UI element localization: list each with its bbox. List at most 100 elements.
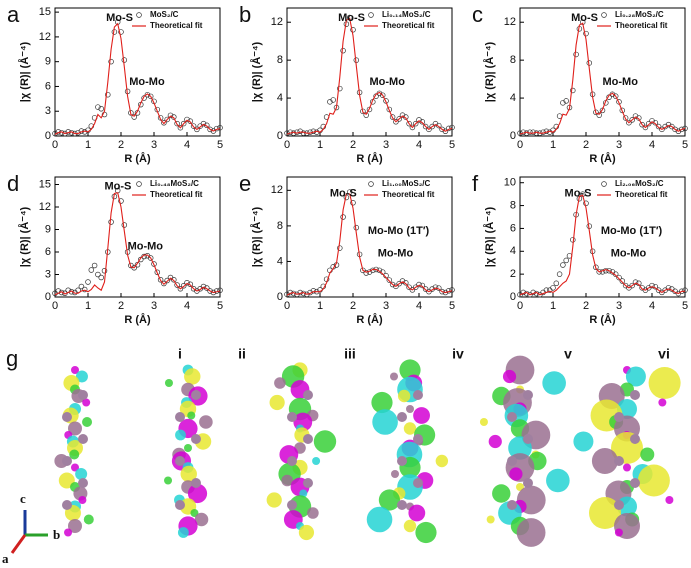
x-tick-label: 3 (151, 300, 157, 312)
mo-atom (287, 412, 297, 422)
data-point (449, 124, 455, 131)
data-point (616, 274, 622, 281)
mo-atom (287, 456, 297, 466)
x-tick-label: 3 (383, 139, 389, 151)
x-tick-label: 5 (682, 300, 688, 312)
x-tick-label: 2 (350, 300, 356, 312)
y-tick-label: 0 (45, 291, 51, 303)
data-point (327, 99, 333, 105)
plot-frame (54, 7, 221, 137)
annotation: Mo-S (571, 12, 598, 24)
isosurface-blob (614, 528, 623, 537)
data-point (360, 108, 366, 115)
mo-atom (397, 412, 407, 422)
isosurface-blob (415, 521, 437, 544)
data-point (91, 262, 98, 269)
data-point (95, 271, 101, 278)
data-point (672, 126, 678, 133)
isosurface-blob (591, 448, 618, 474)
mo-atom (523, 478, 533, 488)
fit-line (519, 22, 686, 135)
isosurface-blob (312, 457, 321, 465)
panel-label: d (7, 171, 19, 196)
panel-label: g (6, 346, 18, 371)
mo-atom (62, 456, 72, 466)
panel-label: b (239, 2, 251, 27)
x-tick-label: 3 (616, 300, 622, 312)
data-point (422, 286, 429, 292)
data-point (675, 128, 682, 135)
x-tick-label: 1 (550, 300, 556, 312)
x-tick-label: 0 (52, 139, 58, 151)
x-tick-label: 2 (118, 139, 124, 151)
y-tick-label: 12 (504, 16, 516, 28)
data-point (161, 280, 167, 287)
isosurface-blob (187, 483, 208, 504)
mo-atom (614, 412, 624, 422)
data-point (649, 282, 655, 289)
data-point (118, 198, 124, 204)
mo-atom (191, 434, 201, 444)
legend-label: MoS₂/C (150, 10, 179, 19)
data-point (161, 120, 167, 126)
data-point (649, 118, 655, 124)
x-tick-label: 2 (118, 300, 124, 312)
isosurface-blob (281, 474, 293, 487)
isosurface-blob (486, 515, 495, 524)
x-tick-label: 1 (550, 139, 556, 151)
data-point (429, 123, 435, 130)
isosurface-blob (397, 389, 411, 403)
data-point (363, 112, 369, 118)
isosurface-blob (313, 430, 337, 453)
data-point (426, 126, 432, 133)
y-axis-label: |χ (R)| (Å⁻⁴) (18, 206, 31, 267)
annotation: Mo-Mo (1T′) (601, 225, 663, 237)
data-point (412, 120, 419, 127)
y-tick-label: 4 (510, 245, 516, 257)
mo-atom (191, 390, 201, 400)
mo-atom (175, 500, 185, 510)
axis-name: c (20, 491, 26, 506)
isosurface-blob (589, 497, 622, 529)
data-point (412, 284, 419, 290)
data-point (81, 286, 88, 293)
data-point (337, 85, 343, 92)
data-point (612, 93, 619, 99)
isosurface-blob (573, 431, 594, 452)
data-point (85, 279, 91, 285)
axis-a (10, 534, 27, 554)
y-tick-label: 8 (510, 54, 516, 66)
y-tick-label: 0 (45, 130, 51, 142)
isosurface-blob (269, 394, 285, 411)
mo-atom (78, 434, 88, 444)
data-point (426, 288, 432, 295)
mo-atom (614, 500, 624, 510)
y-axis-label: |χ (R)| (Å⁻⁴) (250, 206, 263, 267)
isosurface-blob (542, 371, 566, 395)
mo-atom (413, 434, 423, 444)
isosurface-blob (274, 377, 286, 389)
isosurface-blob (516, 518, 546, 547)
data-point (409, 124, 416, 131)
data-point (619, 278, 626, 284)
data-point (406, 120, 412, 127)
data-point (297, 128, 303, 135)
legend-label: Theoretical fit (615, 21, 668, 30)
data-point (632, 279, 639, 285)
isosurface-blob (83, 514, 94, 525)
isosurface-blob (502, 369, 517, 384)
mo-atom (78, 390, 88, 400)
data-point (629, 117, 635, 123)
data-point (171, 277, 177, 283)
annotation: Mo-Mo (128, 241, 164, 253)
data-point (386, 277, 393, 283)
y-tick-label: 2 (510, 268, 516, 280)
data-point (563, 98, 569, 104)
legend-marker (136, 12, 142, 18)
data-point (409, 287, 416, 293)
legend-label: Li₀.₂₈MoS₂/C (615, 10, 664, 19)
mo-atom (62, 412, 72, 422)
y-tick-label: 4 (277, 92, 283, 104)
y-tick-label: 4 (277, 255, 283, 267)
isosurface-blob (403, 422, 417, 435)
